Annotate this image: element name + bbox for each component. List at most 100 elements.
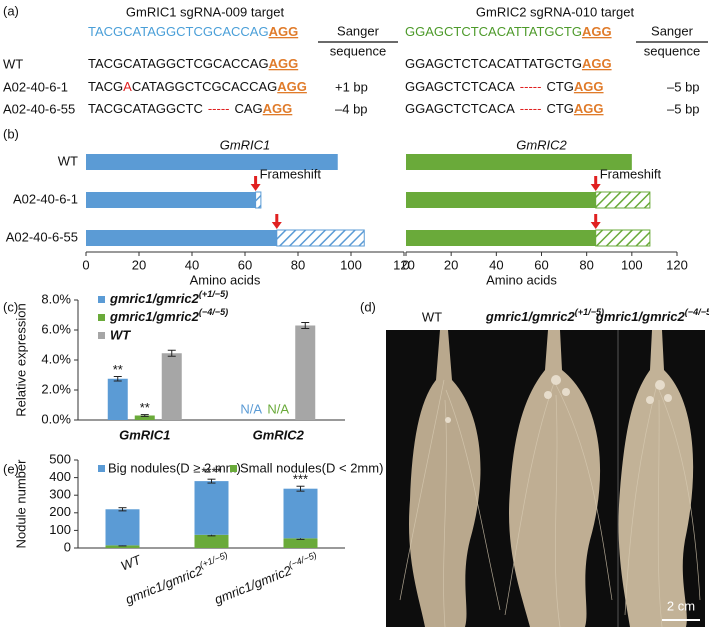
y-tick-label: 200 bbox=[49, 504, 71, 519]
y-tick-label: 400 bbox=[49, 469, 71, 484]
x-axis-label: Amino acids bbox=[486, 272, 557, 287]
sequence: GGAGCTCTCACATTATGCTGAGG bbox=[405, 56, 612, 71]
sequence: TACGCATAGGCTCGCACCAGAGG bbox=[88, 24, 298, 39]
annotation: Frameshift bbox=[260, 166, 322, 181]
y-tick-label: 6.0% bbox=[41, 321, 71, 336]
bar bbox=[406, 154, 632, 170]
significance: **** bbox=[201, 465, 221, 480]
sequence: TACGACATAGGCTCGCACCAGAGG bbox=[88, 79, 307, 94]
bar bbox=[406, 230, 596, 246]
sequence-segment: ----- bbox=[208, 101, 230, 116]
sequence-segment: GGAGCTCTCACATTATGCTG bbox=[405, 24, 582, 39]
bar-segment bbox=[283, 538, 318, 548]
x-tick-label: 120 bbox=[666, 257, 688, 272]
sequence-segment: CTG bbox=[546, 101, 573, 116]
y-tick-label: 4.0% bbox=[41, 351, 71, 366]
legend-swatch bbox=[98, 465, 105, 472]
y-tick-label: 0.0% bbox=[41, 411, 71, 426]
panel-label: (b) bbox=[3, 126, 19, 141]
x-tick-label: 40 bbox=[185, 257, 199, 272]
x-tick-label: 20 bbox=[132, 257, 146, 272]
y-tick-label: 500 bbox=[49, 451, 71, 466]
bar bbox=[406, 192, 596, 208]
arrow-head bbox=[250, 184, 261, 191]
y-tick-label: 300 bbox=[49, 487, 71, 502]
x-tick-label: 40 bbox=[489, 257, 503, 272]
indel-size: –4 bp bbox=[335, 101, 368, 116]
bar bbox=[86, 230, 277, 246]
sequence-segment: AGG bbox=[277, 79, 307, 94]
bar-segment bbox=[194, 481, 229, 535]
legend-label: Small nodules(D < 2mm) bbox=[240, 460, 383, 475]
arrow-head bbox=[590, 222, 601, 229]
y-tick-label: 0 bbox=[64, 539, 71, 554]
sequence-segment: CAG bbox=[235, 101, 263, 116]
sequence-segment: TACGCATAGGCTC bbox=[88, 101, 203, 116]
column-header: Sanger bbox=[651, 23, 694, 38]
bar bbox=[107, 378, 128, 420]
sequence-segment: GGAGCTCTCACA bbox=[405, 101, 515, 116]
y-axis-label: Relative expression bbox=[13, 303, 28, 416]
bar bbox=[161, 353, 182, 420]
x-tick-label: 0 bbox=[402, 257, 409, 272]
chart-title: GmRIC1 bbox=[220, 137, 271, 152]
significance: *** bbox=[293, 472, 308, 487]
target-title: GmRIC1 sgRNA-009 target bbox=[126, 4, 285, 19]
panel-label: (c) bbox=[3, 299, 18, 314]
y-tick-label: A02-40-6-1 bbox=[13, 191, 78, 206]
legend-swatch bbox=[98, 314, 105, 321]
y-axis-label: Nodule number bbox=[13, 459, 28, 549]
value-label: N/A bbox=[240, 401, 262, 416]
panel-label: (e) bbox=[3, 461, 19, 476]
significance: ** bbox=[113, 362, 123, 377]
arrow-head bbox=[271, 222, 282, 229]
sequence-segment: ----- bbox=[520, 79, 542, 94]
sequence-segment: AGG bbox=[574, 101, 604, 116]
bar-segment bbox=[105, 545, 140, 548]
y-tick-label: 2.0% bbox=[41, 381, 71, 396]
row-label: A02-40-6-55 bbox=[3, 101, 75, 116]
sequence-segment: TACGCATAGGCTCGCACCAG bbox=[88, 24, 269, 39]
bar bbox=[86, 192, 256, 208]
column-header: sequence bbox=[330, 43, 386, 58]
sequence: GGAGCTCTCACA ----- CTGAGG bbox=[405, 79, 604, 94]
bar bbox=[134, 415, 155, 420]
annotation: Frameshift bbox=[600, 166, 662, 181]
frameshift-segment bbox=[595, 229, 651, 247]
bar-segment bbox=[283, 488, 318, 539]
bar bbox=[86, 154, 338, 170]
x-tick-label: 80 bbox=[579, 257, 593, 272]
panel-label: (d) bbox=[360, 299, 376, 314]
sequence-segment: AGG bbox=[574, 79, 604, 94]
photo-label: gmric1/gmric2(−4/−5) bbox=[595, 307, 709, 324]
sequence-segment: CATAGGCTCGCACCAG bbox=[132, 79, 277, 94]
legend-swatch bbox=[230, 465, 237, 472]
x-tick-label: 20 bbox=[444, 257, 458, 272]
frameshift-segment bbox=[255, 191, 262, 209]
sequence-segment: GGAGCTCTCACA bbox=[405, 79, 515, 94]
sequence-segment: TACG bbox=[88, 79, 123, 94]
sequence-segment: GGAGCTCTCACATTATGCTG bbox=[405, 56, 582, 71]
x-axis-label: Amino acids bbox=[190, 272, 261, 287]
sequence: TACGCATAGGCTC ----- CAGAGG bbox=[88, 101, 292, 116]
sequence: TACGCATAGGCTCGCACCAGAGG bbox=[88, 56, 298, 71]
scale-bar-label: 2 cm bbox=[667, 598, 695, 613]
legend-swatch bbox=[98, 296, 105, 303]
sequence-segment: TACGCATAGGCTCGCACCAG bbox=[88, 56, 269, 71]
x-tick-label: 100 bbox=[621, 257, 643, 272]
x-tick-label: 120 bbox=[393, 257, 415, 272]
frameshift-segment bbox=[595, 191, 651, 209]
panel-label: (a) bbox=[3, 3, 19, 18]
sequence: GGAGCTCTCACATTATGCTGAGG bbox=[405, 24, 612, 39]
value-label: N/A bbox=[267, 401, 289, 416]
legend-label: WT bbox=[110, 327, 131, 342]
column-header: Sanger bbox=[337, 23, 380, 38]
sequence: GGAGCTCTCACA ----- CTGAGG bbox=[405, 101, 604, 116]
legend-label: gmric1/gmric2(+1/−5) bbox=[109, 289, 228, 306]
indel-size: –5 bp bbox=[667, 79, 700, 94]
sequence-segment: ----- bbox=[520, 101, 542, 116]
photo-label: WT bbox=[422, 309, 442, 324]
x-tick-label: WT bbox=[119, 552, 144, 574]
photo-label: gmric1/gmric2(+1/−5) bbox=[485, 307, 604, 324]
